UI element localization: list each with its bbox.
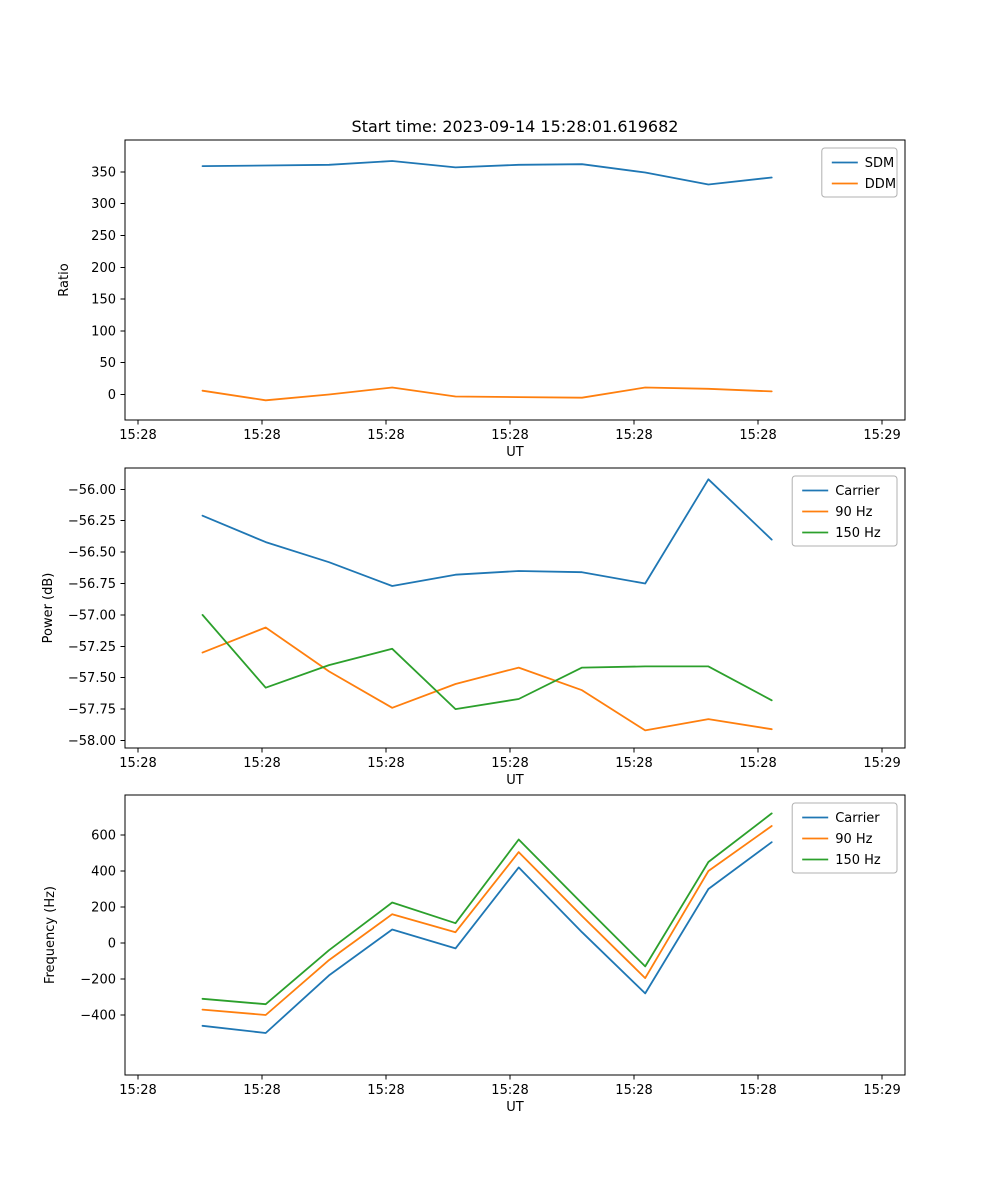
y-axis-label: Frequency (Hz) — [43, 886, 58, 984]
legend-box — [791, 802, 898, 874]
y-tick-label: 0 — [108, 388, 116, 403]
y-tick-label: −56.25 — [68, 514, 116, 529]
legend-label: 150 Hz — [835, 853, 881, 868]
x-tick-label: 15:28 — [491, 428, 528, 443]
axes-spines — [124, 139, 906, 421]
x-tick-label: 15:28 — [739, 756, 776, 771]
legend-label: Carrier — [835, 484, 880, 499]
y-tick-label: −57.50 — [68, 671, 116, 686]
x-tick-label: 15:28 — [615, 428, 652, 443]
legend: SDM DDM — [821, 147, 898, 198]
y-tick-label: 200 — [91, 901, 116, 916]
series-line-carrier — [201, 478, 773, 587]
y-tick-label: 200 — [91, 261, 116, 276]
x-tick-label: 15:28 — [367, 1083, 404, 1098]
y-tick-label: 150 — [91, 293, 116, 308]
y-tick-label: 50 — [99, 356, 116, 371]
legend-box — [791, 475, 898, 547]
x-tick-label: 15:29 — [863, 1083, 900, 1098]
legend-label: Carrier — [835, 811, 880, 826]
x-tick-label: 15:29 — [863, 756, 900, 771]
series-line-90-hz — [201, 825, 773, 1016]
x-tick-label: 15:28 — [739, 428, 776, 443]
x-tick-label: 15:28 — [367, 756, 404, 771]
y-tick-label: 400 — [91, 864, 116, 879]
x-tick-label: 15:28 — [491, 1083, 528, 1098]
y-tick-label: 100 — [91, 324, 116, 339]
y-tick-label: −200 — [80, 973, 116, 988]
y-tick-label: 0 — [108, 937, 116, 952]
y-axis-label: Ratio — [57, 263, 72, 296]
legend-label: 90 Hz — [835, 832, 872, 847]
x-tick-label: 15:28 — [243, 756, 280, 771]
x-tick-label: 15:28 — [615, 1083, 652, 1098]
legend: Carrier 90 Hz 150 Hz — [791, 802, 898, 874]
x-axis-label: UT — [506, 1100, 524, 1115]
chart-title: Start time: 2023-09-14 15:28:01.619682 — [352, 117, 679, 136]
x-axis-label: UT — [506, 445, 524, 460]
y-tick-label: 250 — [91, 229, 116, 244]
legend-label: 150 Hz — [835, 526, 881, 541]
x-tick-label: 15:29 — [863, 428, 900, 443]
y-tick-label: −400 — [80, 1009, 116, 1024]
y-tick-label: 350 — [91, 165, 116, 180]
chart-1: 15:28 15:28 15:28 15:28 15:28 15:28 15:29 0 50 10… — [57, 117, 906, 460]
y-tick-label: −56.50 — [68, 546, 116, 561]
x-tick-label: 15:28 — [119, 428, 156, 443]
x-tick-label: 15:28 — [119, 756, 156, 771]
x-tick-label: 15:28 — [243, 1083, 280, 1098]
y-tick-label: 600 — [91, 828, 116, 843]
x-tick-label: 15:28 — [739, 1083, 776, 1098]
y-tick-label: −56.00 — [68, 483, 116, 498]
y-tick-label: −56.75 — [68, 577, 116, 592]
axes-spines — [124, 794, 906, 1076]
y-tick-label: −57.75 — [68, 703, 116, 718]
series-line-150-hz — [201, 812, 773, 1006]
series-line-150-hz — [201, 614, 773, 710]
series-line-carrier — [201, 841, 773, 1034]
series-line-90-hz — [201, 626, 773, 732]
series-line-ddm — [201, 386, 773, 402]
legend-label: DDM — [865, 177, 896, 192]
x-tick-label: 15:28 — [367, 428, 404, 443]
series-line-sdm — [201, 160, 773, 186]
y-tick-label: 300 — [91, 197, 116, 212]
y-tick-label: −57.00 — [68, 608, 116, 623]
chart-2: 15:28 15:28 15:28 15:28 15:28 15:28 15:29 −58.0… — [41, 467, 906, 788]
axes-spines — [124, 467, 906, 749]
legend-label: SDM — [865, 156, 894, 171]
y-tick-label: −58.00 — [68, 734, 116, 749]
x-tick-label: 15:28 — [119, 1083, 156, 1098]
x-tick-label: 15:28 — [615, 756, 652, 771]
legend: Carrier 90 Hz 150 Hz — [791, 475, 898, 547]
x-axis-label: UT — [506, 773, 524, 788]
legend-label: 90 Hz — [835, 505, 872, 520]
legend-box — [821, 147, 898, 198]
x-tick-label: 15:28 — [243, 428, 280, 443]
chart-3: 15:28 15:28 15:28 15:28 15:28 15:28 15:29 −400 −… — [43, 794, 906, 1115]
y-tick-label: −57.25 — [68, 640, 116, 655]
x-tick-label: 15:28 — [491, 756, 528, 771]
y-axis-label: Power (dB) — [41, 573, 56, 644]
